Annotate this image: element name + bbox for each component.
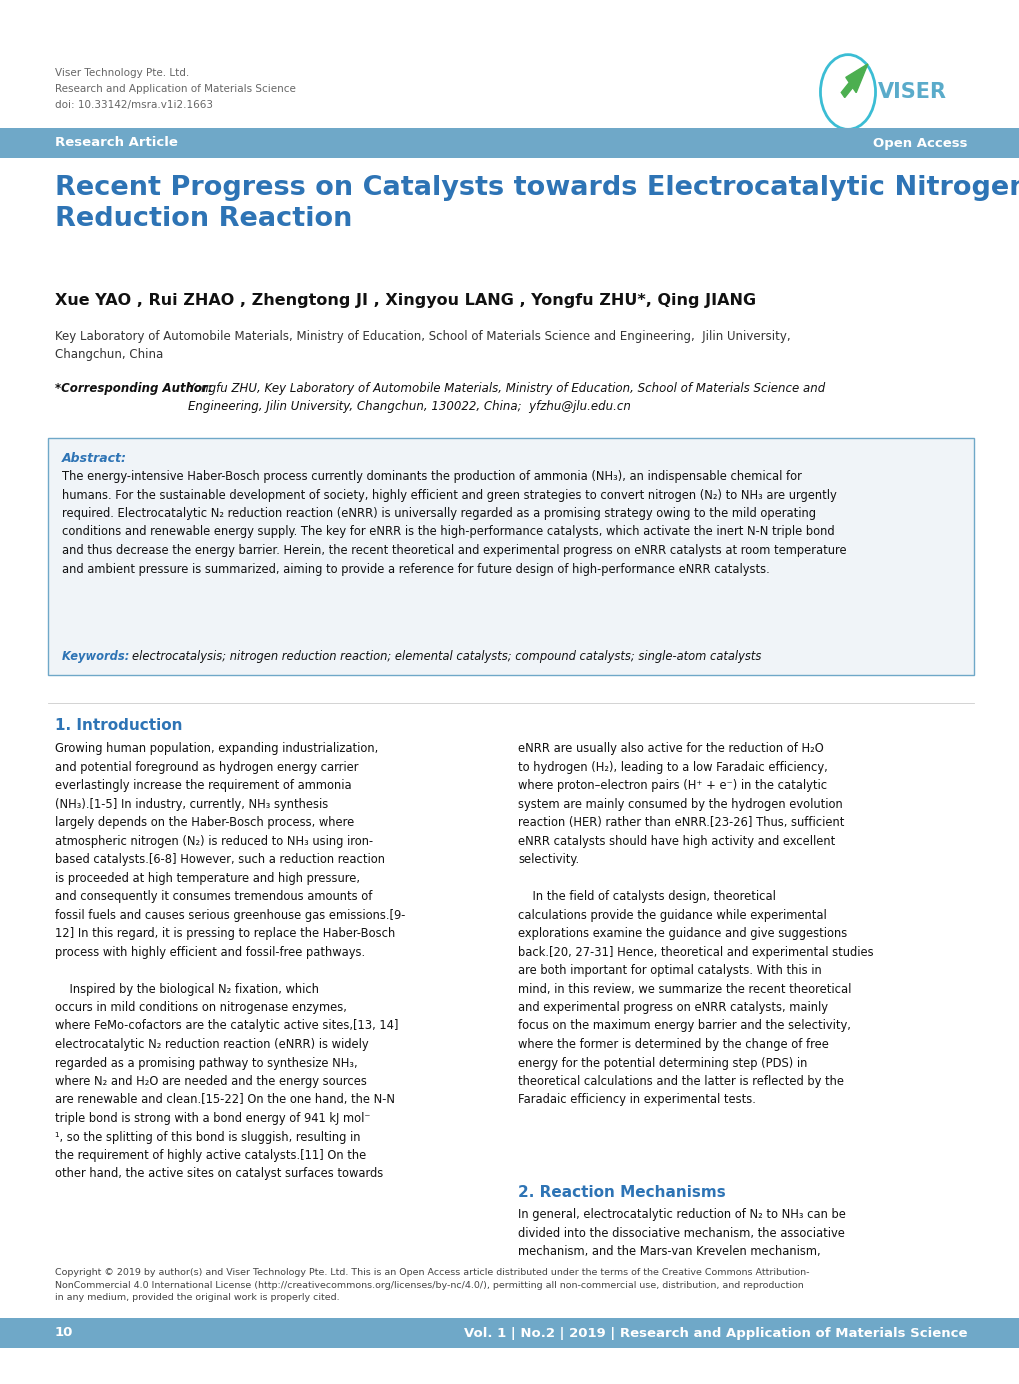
Text: Xue YAO , Rui ZHAO , Zhengtong JI , Xingyou LANG , Yongfu ZHU*, Qing JIANG: Xue YAO , Rui ZHAO , Zhengtong JI , Xing… [55,293,755,309]
Text: The energy-intensive Haber-Bosch process currently dominants the production of a: The energy-intensive Haber-Bosch process… [62,471,846,576]
Text: Key Laboratory of Automobile Materials, Ministry of Education, School of Materia: Key Laboratory of Automobile Materials, … [55,329,790,361]
FancyBboxPatch shape [0,1318,1019,1348]
Text: 2. Reaction Mechanisms: 2. Reaction Mechanisms [518,1185,726,1200]
Text: Open Access: Open Access [872,137,967,149]
Text: In general, electrocatalytic reduction of N₂ to NH₃ can be
divided into the diss: In general, electrocatalytic reduction o… [518,1208,845,1258]
FancyBboxPatch shape [48,437,973,675]
Text: Abstract:: Abstract: [62,453,127,465]
Text: *Corresponding Author:: *Corresponding Author: [55,382,217,394]
Text: Growing human population, expanding industrialization,
and potential foreground : Growing human population, expanding indu… [55,742,405,1181]
FancyArrow shape [841,64,867,97]
Text: electrocatalysis; nitrogen reduction reaction; elemental catalysts; compound cat: electrocatalysis; nitrogen reduction rea… [131,650,760,663]
Text: VISER: VISER [877,82,946,102]
Text: doi: 10.33142/msra.v1i2.1663: doi: 10.33142/msra.v1i2.1663 [55,100,213,109]
Text: Keywords:: Keywords: [62,650,133,663]
Text: eNRR are usually also active for the reduction of H₂O
to hydrogen (H₂), leading : eNRR are usually also active for the red… [518,742,872,1106]
Text: 1. Introduction: 1. Introduction [55,718,182,734]
Text: Research and Application of Materials Science: Research and Application of Materials Sc… [55,84,296,94]
Text: Viser Technology Pte. Ltd.: Viser Technology Pte. Ltd. [55,68,190,78]
FancyBboxPatch shape [0,127,1019,158]
Text: Vol. 1 | No.2 | 2019 | Research and Application of Materials Science: Vol. 1 | No.2 | 2019 | Research and Appl… [464,1326,967,1340]
Text: 10: 10 [55,1326,73,1340]
Text: Yongfu ZHU, Key Laboratory of Automobile Materials, Ministry of Education, Schoo: Yongfu ZHU, Key Laboratory of Automobile… [187,382,824,412]
Text: Recent Progress on Catalysts towards Electrocatalytic Nitrogen
Reduction Reactio: Recent Progress on Catalysts towards Ele… [55,174,1019,233]
Text: Copyright © 2019 by author(s) and Viser Technology Pte. Ltd. This is an Open Acc: Copyright © 2019 by author(s) and Viser … [55,1268,809,1302]
Text: Research Article: Research Article [55,137,177,149]
